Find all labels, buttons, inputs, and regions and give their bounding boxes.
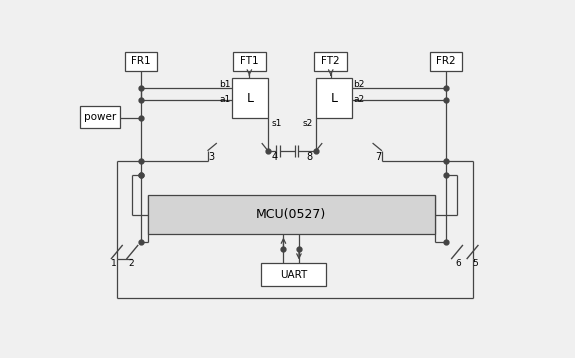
- Text: a2: a2: [353, 96, 365, 105]
- Text: 6: 6: [456, 259, 462, 268]
- Bar: [79, 106, 120, 128]
- Text: 7: 7: [375, 152, 381, 162]
- Text: UART: UART: [280, 270, 307, 280]
- Bar: [125, 52, 157, 71]
- Text: FT1: FT1: [240, 57, 259, 67]
- Text: b2: b2: [353, 80, 365, 89]
- Text: MCU(0527): MCU(0527): [256, 208, 327, 221]
- Bar: [315, 52, 347, 71]
- Text: power: power: [83, 112, 116, 122]
- Text: 3: 3: [208, 152, 214, 162]
- Bar: [233, 52, 266, 71]
- Text: FR1: FR1: [131, 57, 151, 67]
- Text: 5: 5: [473, 259, 478, 268]
- Text: a1: a1: [220, 96, 231, 105]
- Text: 4: 4: [271, 152, 277, 162]
- Bar: [261, 263, 326, 286]
- Text: FR2: FR2: [436, 57, 456, 67]
- Text: 1: 1: [111, 259, 117, 268]
- Text: s2: s2: [302, 119, 313, 128]
- Text: L: L: [247, 92, 254, 105]
- Bar: [430, 52, 462, 71]
- Text: 2: 2: [128, 259, 133, 268]
- Bar: [148, 195, 435, 234]
- Bar: [232, 78, 268, 118]
- Text: FT2: FT2: [321, 57, 340, 67]
- Text: s1: s1: [271, 119, 281, 128]
- Bar: [316, 78, 352, 118]
- Text: b1: b1: [219, 80, 231, 89]
- Text: L: L: [330, 92, 338, 105]
- Text: 8: 8: [306, 152, 313, 162]
